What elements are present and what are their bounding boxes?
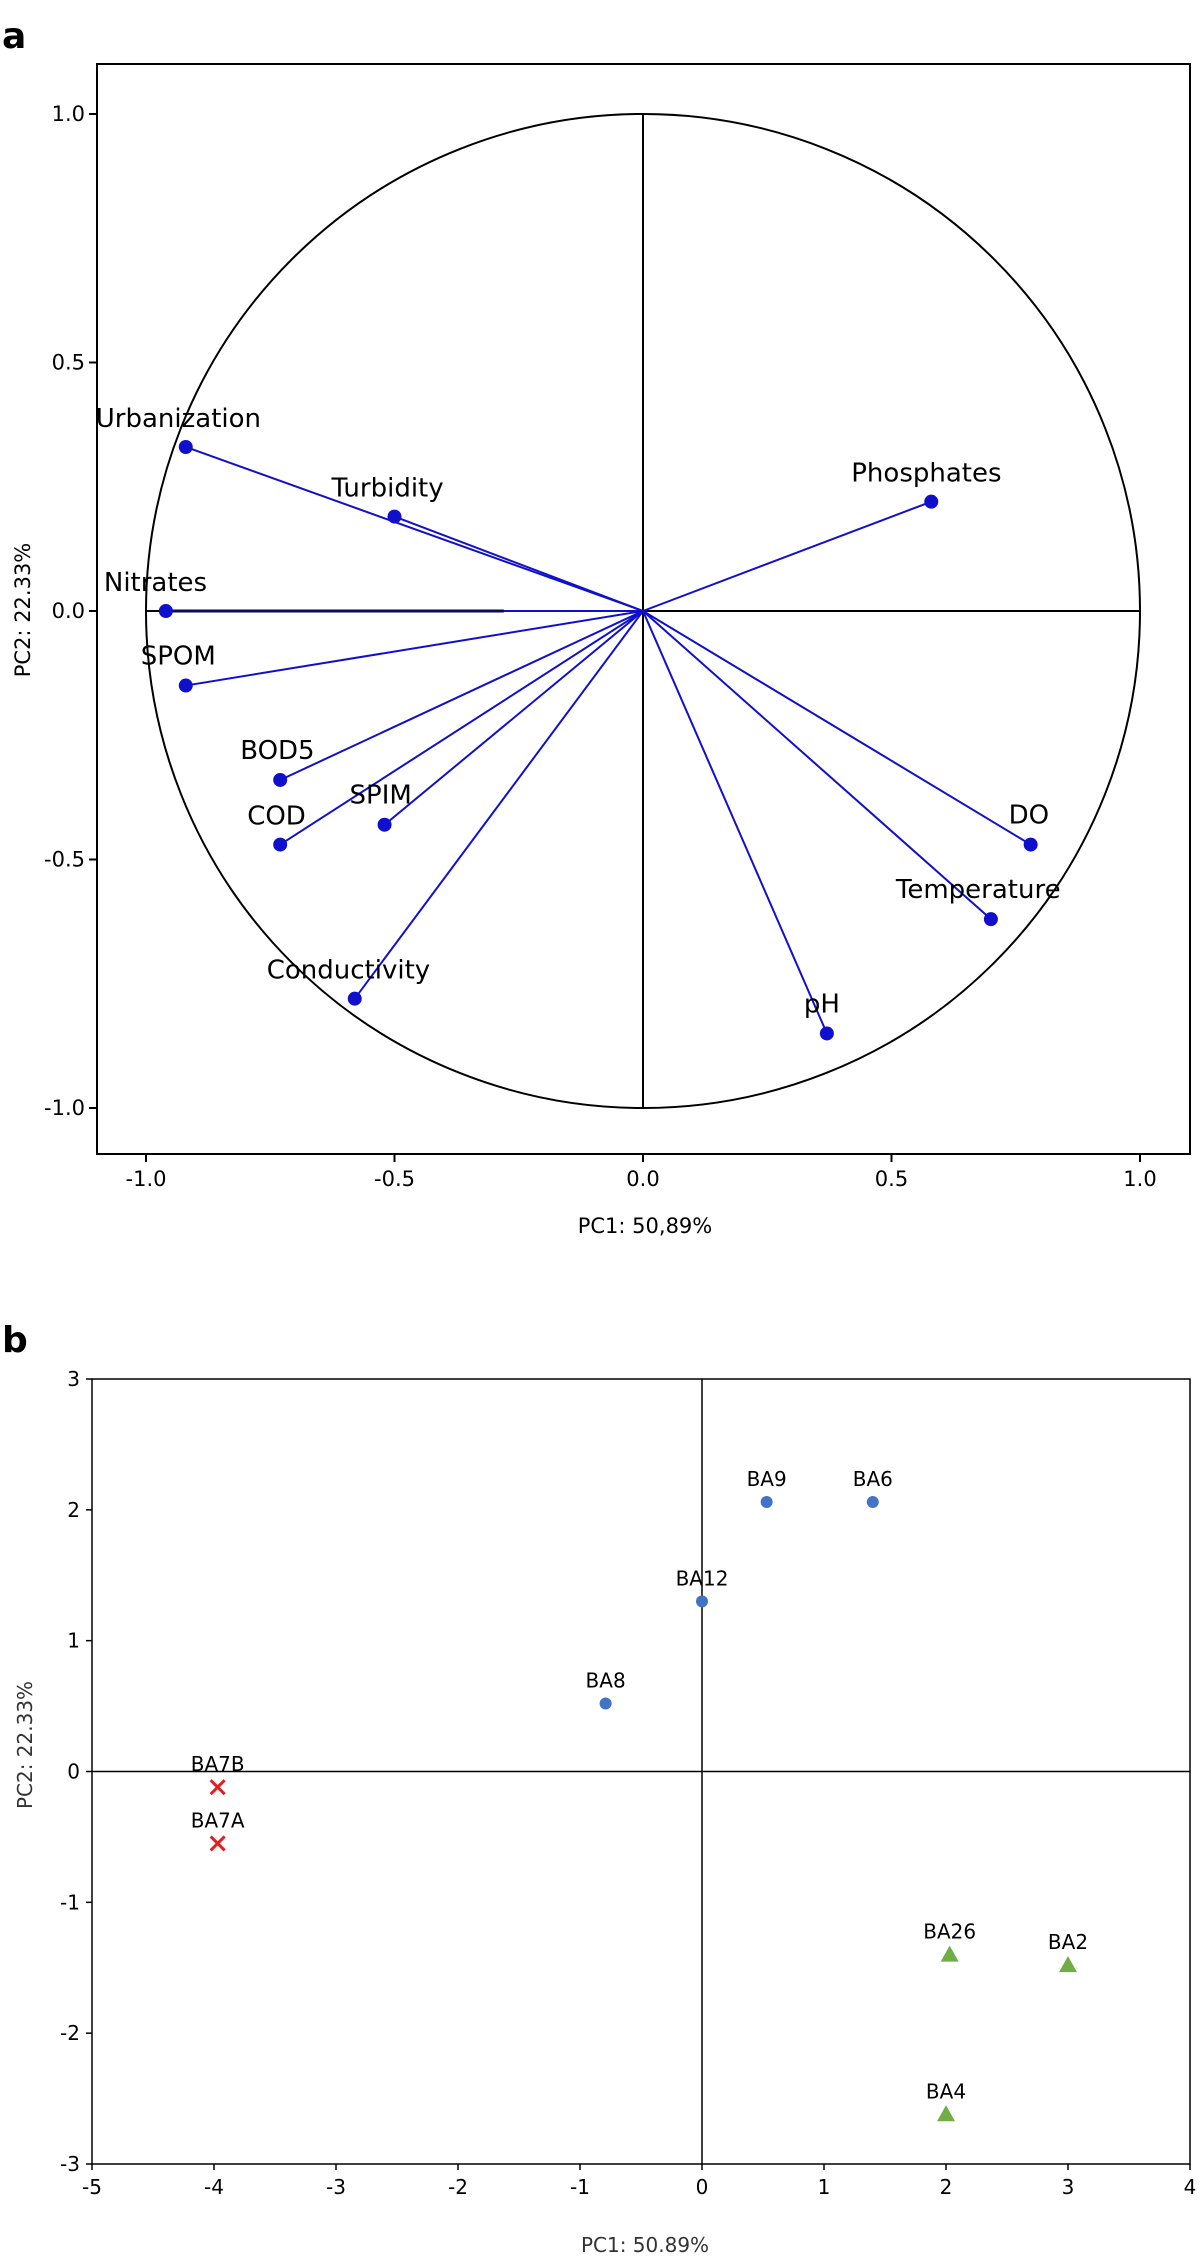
- panel-a-letter: a: [2, 16, 26, 57]
- panel-a-axes: [96, 63, 1191, 1155]
- panel-b-y-tick-label: -1: [60, 1890, 80, 1914]
- point-do: [1023, 837, 1038, 852]
- marker-ba8: [599, 1697, 612, 1710]
- label-ba7b: BA7B: [191, 1752, 245, 1776]
- panel-a-y-tick-label: 0.5: [52, 351, 85, 375]
- panel-a-vectors: Urbanization Turbidity Phosphates Nitrates S…: [96, 404, 1061, 1041]
- point-temperature: [983, 912, 998, 927]
- panel-b-x-tick-label: 0: [696, 2175, 709, 2199]
- panel-b-x-tick-label: -3: [326, 2175, 346, 2199]
- panel-a-x-tick-label: 0.5: [875, 1167, 908, 1191]
- label-ba6: BA6: [853, 1467, 893, 1491]
- panel-b-x-tick-label: 4: [1184, 2175, 1197, 2199]
- vector-spim: [383, 610, 644, 826]
- marker-ba26: [940, 1945, 959, 1962]
- vector-do: [642, 610, 1032, 846]
- panel-a-x-axis-label: PC1: 50,89%: [578, 1214, 713, 1238]
- label-turbidity: Turbidity: [331, 474, 444, 504]
- label-ba9: BA9: [747, 1467, 787, 1491]
- vector-conductivity: [353, 610, 644, 1000]
- panel-b-y-tick-label: 0: [67, 1760, 80, 1784]
- panel-b-y-tick-label: 2: [67, 1498, 80, 1522]
- panel-b-x-tick-label: -4: [204, 2175, 224, 2199]
- panel-a-chart: Urbanization Turbidity Phosphates Nitrates S…: [11, 63, 1191, 1238]
- label-ba12: BA12: [676, 1566, 729, 1590]
- marker-ba7b: [209, 1779, 226, 1796]
- vector-turbidity: [394, 515, 644, 612]
- panel-b-y-tick-label: 3: [67, 1367, 80, 1391]
- marker-ba6: [866, 1495, 879, 1508]
- panel-a-y-tick-label: 0.0: [52, 599, 85, 623]
- vector-temperature: [642, 610, 992, 920]
- label-ba2: BA2: [1048, 1930, 1088, 1954]
- panel-a-x-tick-label: -1.0: [126, 1167, 167, 1191]
- point-conductivity: [347, 991, 362, 1006]
- label-ba7a: BA7A: [191, 1808, 245, 1832]
- panel-b-x-tick-label: -2: [448, 2175, 468, 2199]
- point-spom: [178, 678, 193, 693]
- label-spim: SPIM: [350, 781, 412, 811]
- marker-ba2: [1059, 1956, 1077, 1973]
- marker-ba12: [696, 1595, 708, 1608]
- panel-b-chart: BA7B BA7A BA9 BA6 BA12 BA8 BA26 BA2 BA4 -5 -4 -3 -2…: [13, 1367, 1196, 2257]
- point-bod5: [273, 772, 288, 787]
- panel-b-ticks: -5 -4 -3 -2 -1 0 1 2 3 4 3 2 1 0 -1 -2 -3: [60, 1367, 1196, 2199]
- vector-cod: [279, 610, 644, 846]
- marker-ba9: [760, 1495, 773, 1508]
- panel-b-x-tick-label: 1: [818, 2175, 831, 2199]
- label-phosphates: Phosphates: [851, 459, 1001, 489]
- panel-b-x-tick-label: 2: [940, 2175, 953, 2199]
- point-spim: [377, 817, 392, 832]
- label-ba8: BA8: [586, 1668, 626, 1692]
- vector-urbanization: [185, 446, 644, 612]
- label-conductivity: Conductivity: [267, 956, 430, 986]
- panel-b-x-axis-label: PC1: 50.89%: [581, 2233, 709, 2257]
- panel-b-points: BA7B BA7A BA9 BA6 BA12 BA8 BA26 BA2 BA4: [191, 1467, 1088, 2122]
- panel-b-axes: [91, 1378, 1191, 2165]
- point-phosphates: [924, 494, 939, 509]
- panel-b-y-tick-label: -2: [60, 2021, 80, 2045]
- panel-a-x-tick-label: -0.5: [374, 1167, 415, 1191]
- label-ba4: BA4: [926, 2079, 966, 2103]
- panel-a-ticks: -1.0 -0.5 0.0 0.5 1.0 1.0 0.5 0.0 -0.5 -1.0: [44, 102, 1157, 1191]
- label-do: DO: [1009, 801, 1049, 831]
- panel-a-y-tick-label: 1.0: [52, 102, 85, 126]
- panel-b-x-tick-label: -5: [82, 2175, 102, 2199]
- label-temperature: Temperature: [895, 875, 1061, 905]
- label-spom: SPOM: [141, 642, 216, 672]
- point-turbidity: [387, 509, 402, 524]
- vector-phosphates: [642, 500, 932, 612]
- point-urbanization: [178, 439, 193, 454]
- panel-a-y-tick-label: -1.0: [44, 1096, 85, 1120]
- panel-a-x-tick-label: 1.0: [1123, 1167, 1156, 1191]
- panel-b-x-tick-label: -1: [570, 2175, 590, 2199]
- vector-bod5: [279, 610, 644, 781]
- vector-ph: [642, 610, 828, 1034]
- label-urbanization: Urbanization: [96, 404, 261, 434]
- panel-b-x-tick-label: 3: [1062, 2175, 1075, 2199]
- point-cod: [273, 837, 288, 852]
- panel-b-y-tick-label: 1: [67, 1629, 80, 1653]
- panel-a-x-tick-label: 0.0: [626, 1167, 659, 1191]
- point-nitrates: [158, 604, 173, 618]
- panel-b-y-tick-label: -3: [60, 2152, 80, 2176]
- panel-a-y-tick-label: -0.5: [44, 848, 85, 872]
- label-cod: COD: [247, 802, 306, 832]
- panel-b-letter: b: [2, 1320, 28, 1361]
- point-ph: [819, 1026, 834, 1041]
- marker-ba7a: [209, 1835, 226, 1852]
- vector-spom: [185, 610, 644, 687]
- panel-a-y-axis-label: PC2: 22.33%: [11, 543, 35, 678]
- label-bod5: BOD5: [240, 736, 314, 766]
- label-nitrates: Nitrates: [104, 568, 207, 598]
- label-ba26: BA26: [923, 1920, 976, 1944]
- panel-b-y-axis-label: PC2: 22.33%: [13, 1681, 37, 1809]
- label-ph: pH: [804, 989, 840, 1019]
- marker-ba4: [937, 2105, 955, 2122]
